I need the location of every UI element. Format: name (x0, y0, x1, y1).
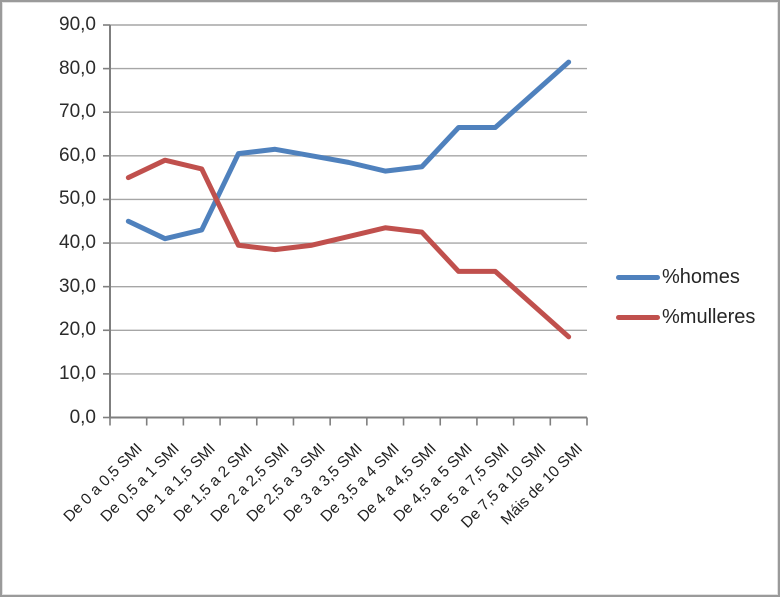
legend-item-mulleres: %mulleres (616, 306, 755, 328)
series-line-mulleres (125, 157, 572, 340)
homes-line-swatch-icon (616, 274, 660, 280)
y-axis-tick-label: 10,0 (59, 362, 96, 384)
y-axis-tick-label: 60,0 (59, 144, 96, 166)
legend: %homes %mulleres (616, 266, 755, 328)
y-axis: 0,0 10,0 20,0 30,0 40,0 50,0 60,0 70,0 80,0 90,0 (28, 0, 96, 597)
y-axis-tick-label: 80,0 (59, 57, 96, 79)
y-axis-tick-label: 40,0 (59, 232, 96, 254)
y-axis-tick-label: 50,0 (59, 188, 96, 210)
y-axis-tick-label: 70,0 (59, 101, 96, 123)
y-axis-tick-label: 90,0 (59, 14, 96, 35)
y-axis-tick-label: 20,0 (59, 319, 96, 341)
y-axis-tick-label: 0,0 (69, 406, 96, 428)
y-axis-tick-label: 30,0 (59, 275, 96, 297)
legend-label-mulleres: %mulleres (662, 306, 756, 328)
legend-item-homes: %homes (616, 266, 755, 288)
series-line-homes (125, 59, 572, 242)
mulleres-line-swatch-icon (616, 314, 660, 320)
legend-label-homes: %homes (662, 266, 740, 288)
